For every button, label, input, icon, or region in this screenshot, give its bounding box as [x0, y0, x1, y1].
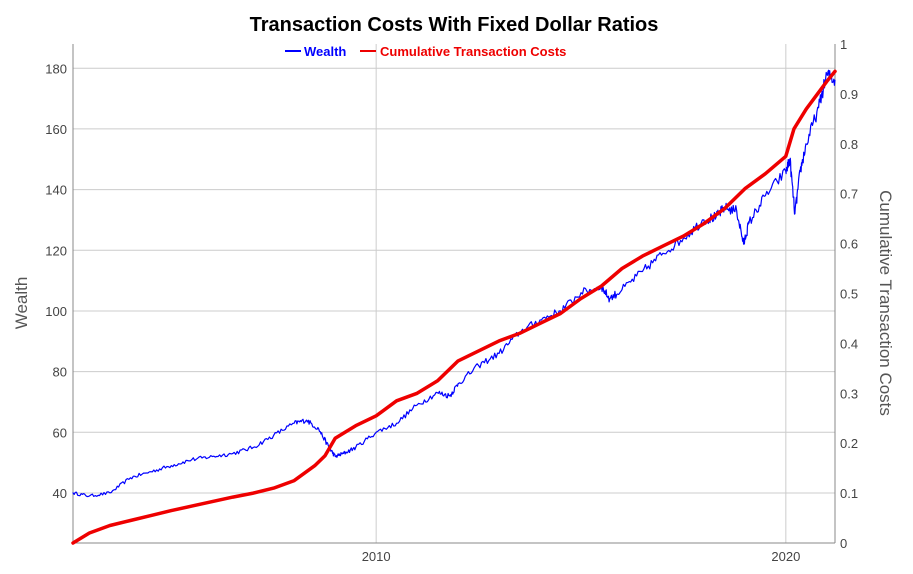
- y2-tick-label: 0.5: [840, 287, 858, 302]
- y2-tick-label: 0.3: [840, 386, 858, 401]
- legend: Wealth Cumulative Transaction Costs: [285, 44, 566, 59]
- axes: 40 60 80 100 120 140 160 180 2010 2020 0 0.1 0.2 0.3 0…: [45, 37, 858, 564]
- y2-tick-label: 0.9: [840, 87, 858, 102]
- y2-tick-label: 0.1: [840, 486, 858, 501]
- y-tick-label: 180: [45, 61, 67, 76]
- y2-axis-title: Cumulative Transaction Costs: [876, 190, 895, 416]
- legend-label-cumulative-transaction-costs: Cumulative Transaction Costs: [380, 44, 566, 59]
- y-tick-label: 160: [45, 122, 67, 137]
- x-tick-label: 2020: [771, 549, 800, 564]
- y-tick-label: 40: [53, 486, 67, 501]
- series-line-wealth: [72, 69, 836, 498]
- y2-tick-label: 0.8: [840, 137, 858, 152]
- y-tick-label: 100: [45, 304, 67, 319]
- y-tick-label: 80: [53, 365, 67, 380]
- y-tick-label: 120: [45, 243, 67, 258]
- y-axis-title: Wealth: [12, 277, 31, 330]
- y2-tick-label: 0.4: [840, 336, 858, 351]
- y-tick-label: 140: [45, 183, 67, 198]
- y2-tick-label: 1: [840, 37, 847, 52]
- grid-lines: [73, 44, 835, 543]
- y-tick-label: 60: [53, 425, 67, 440]
- y2-tick-label: 0.2: [840, 436, 858, 451]
- series-lines: [71, 69, 837, 545]
- y2-tick-label: 0: [840, 536, 847, 551]
- series-line-cumulative-transaction-costs: [71, 69, 837, 545]
- legend-label-wealth: Wealth: [304, 44, 346, 59]
- y2-tick-label: 0.6: [840, 237, 858, 252]
- x-tick-label: 2010: [362, 549, 391, 564]
- chart-title: Transaction Costs With Fixed Dollar Rati…: [250, 14, 659, 36]
- y2-tick-label: 0.7: [840, 187, 858, 202]
